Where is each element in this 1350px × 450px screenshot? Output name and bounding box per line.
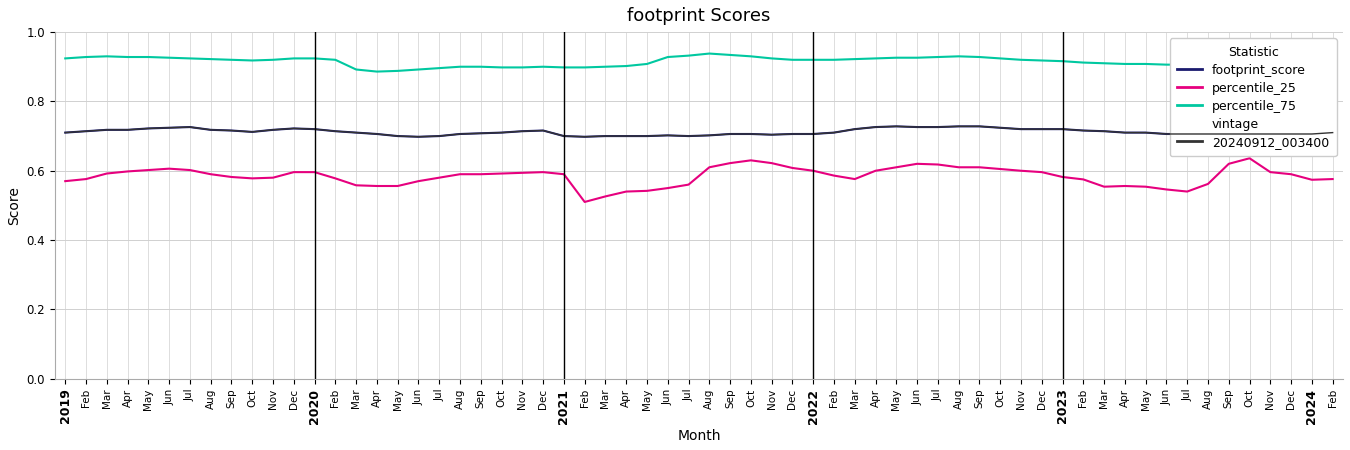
footprint_score [1324, 130, 1341, 135]
footprint_score [390, 133, 406, 139]
percentile_25 [576, 199, 593, 205]
percentile_75 [868, 56, 884, 61]
footprint_score [846, 126, 863, 132]
percentile_25 [1242, 156, 1258, 161]
percentile_25 [306, 170, 323, 175]
percentile_25 [1324, 176, 1341, 182]
footprint_score [701, 133, 717, 138]
Line: footprint_score: footprint_score [65, 126, 1332, 137]
percentile_25 [161, 166, 177, 171]
Y-axis label: Score: Score [7, 186, 22, 225]
percentile_25 [390, 183, 406, 189]
footprint_score [306, 126, 323, 132]
percentile_25 [57, 179, 73, 184]
percentile_75 [369, 69, 385, 74]
footprint_score [888, 124, 905, 129]
footprint_score [57, 130, 73, 135]
Title: footprint Scores: footprint Scores [628, 7, 771, 25]
percentile_75 [410, 67, 427, 72]
Line: percentile_75: percentile_75 [65, 54, 1332, 72]
footprint_score [1200, 131, 1216, 137]
percentile_75 [722, 52, 738, 58]
percentile_25 [701, 165, 717, 170]
percentile_25 [846, 176, 863, 182]
percentile_75 [1200, 61, 1216, 67]
percentile_75 [306, 56, 323, 61]
X-axis label: Month: Month [678, 429, 721, 443]
percentile_75 [1324, 58, 1341, 64]
percentile_75 [161, 55, 177, 60]
percentile_25 [1179, 189, 1195, 194]
footprint_score [161, 125, 177, 130]
footprint_score [410, 134, 427, 140]
percentile_75 [57, 56, 73, 61]
Line: percentile_25: percentile_25 [65, 158, 1332, 202]
Legend: footprint_score, percentile_25, percentile_75, vintage, 20240912_003400: footprint_score, percentile_25, percenti… [1169, 38, 1336, 156]
percentile_75 [701, 51, 717, 56]
